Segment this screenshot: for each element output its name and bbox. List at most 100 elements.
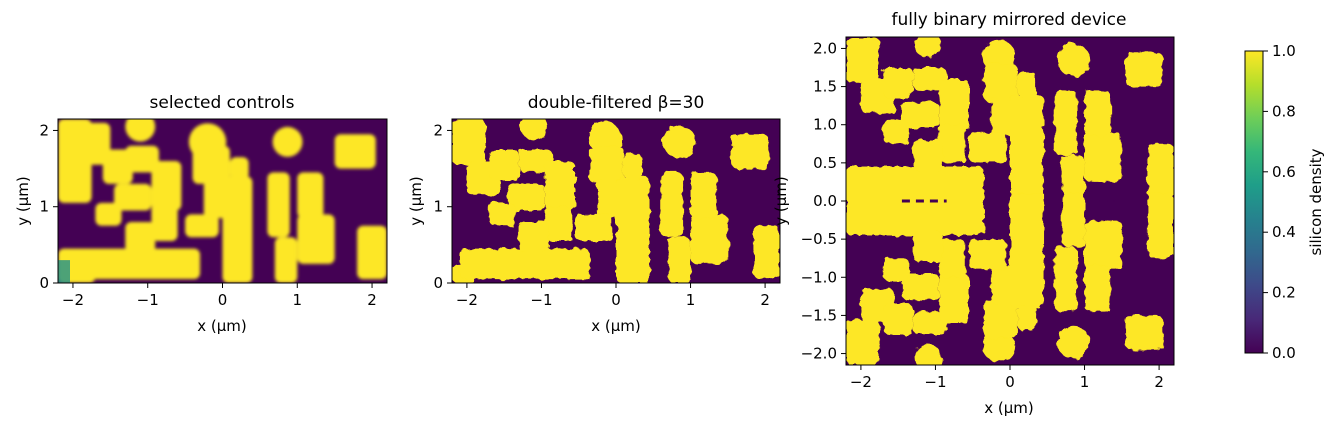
x-tick-label: 2 xyxy=(760,291,770,309)
silicon-region xyxy=(983,63,1018,102)
x-tick-label: 0 xyxy=(1005,373,1015,391)
silicon-region xyxy=(1084,265,1111,312)
density-regions xyxy=(846,37,1174,365)
silicon-region xyxy=(1062,193,1085,247)
x-axis-label: x (µm) xyxy=(197,317,247,335)
silicon-region xyxy=(267,172,290,238)
silicon-region xyxy=(151,160,182,211)
silicon-region xyxy=(95,202,122,226)
silicon-region xyxy=(1125,52,1163,87)
colorbar-tick-label: 0.6 xyxy=(1272,163,1296,181)
panel-selected-controls: selected controls x (µm) y (µm) −2 −1 0 1 2 0… xyxy=(14,93,388,335)
x-tick-label: 2 xyxy=(367,291,377,309)
silicon-region xyxy=(1054,90,1078,156)
silicon-region xyxy=(545,206,572,242)
silicon-region xyxy=(489,149,520,181)
x-tick-label: 1 xyxy=(686,291,696,309)
silicon-region xyxy=(125,145,159,173)
silicon-region xyxy=(192,145,230,184)
y-axis-label: y (µm) xyxy=(407,176,425,226)
silicon-region xyxy=(297,214,335,264)
silicon-region xyxy=(883,67,914,99)
density-regions xyxy=(58,119,387,283)
silicon-region xyxy=(489,202,516,226)
silicon-region xyxy=(1056,43,1090,77)
transition-region xyxy=(58,260,70,283)
colorbar: silicon density 0.0 0.2 0.4 0.6 0.8 1.0 xyxy=(1244,42,1325,362)
silicon-region xyxy=(662,125,696,159)
silicon-region xyxy=(1010,193,1044,308)
silicon-region xyxy=(753,225,780,280)
silicon-region xyxy=(545,160,575,211)
y-tick-label: −2.0 xyxy=(801,345,837,363)
silicon-region xyxy=(1010,94,1044,209)
silicon-region xyxy=(229,157,249,181)
silicon-region xyxy=(125,119,156,142)
silicon-region xyxy=(520,119,548,141)
x-axis-label: x (µm) xyxy=(984,399,1034,417)
silicon-region xyxy=(589,145,624,184)
silicon-region xyxy=(883,303,914,335)
x-tick-label: −2 xyxy=(62,291,84,309)
y-tick-label: −1.5 xyxy=(801,306,837,324)
silicon-region xyxy=(1147,193,1174,259)
silicon-region xyxy=(883,120,910,144)
silicon-region xyxy=(58,248,201,280)
silicon-region xyxy=(519,221,549,253)
silicon-region xyxy=(1056,325,1090,359)
silicon-region xyxy=(913,311,947,335)
colorbar-label: silicon density xyxy=(1307,148,1325,255)
silicon-region xyxy=(616,176,650,283)
silicon-region xyxy=(507,183,546,211)
silicon-region xyxy=(939,124,966,163)
y-tick-label: 0.5 xyxy=(813,154,837,172)
silicon-region xyxy=(1084,90,1111,137)
colorbar-gradient xyxy=(1244,50,1264,354)
y-tick-label: 1.0 xyxy=(813,116,837,134)
y-axis-label: y (µm) xyxy=(772,176,790,226)
silicon-region xyxy=(883,258,910,282)
panel-title: selected controls xyxy=(150,93,295,113)
colorbar-tick-label: 0.2 xyxy=(1272,284,1296,302)
silicon-region xyxy=(575,214,613,242)
y-tick-label: 1 xyxy=(39,198,49,216)
x-axis-label: x (µm) xyxy=(591,317,641,335)
silicon-region xyxy=(914,37,942,59)
silicon-region xyxy=(690,172,717,219)
y-tick-label: 1 xyxy=(433,198,443,216)
silicon-region xyxy=(58,122,111,165)
x-tick-label: −1 xyxy=(924,373,946,391)
x-tick-label: 1 xyxy=(292,291,302,309)
silicon-region xyxy=(185,214,219,238)
colorbar-tick-label: 0.8 xyxy=(1272,102,1296,120)
y-axis-label: y (µm) xyxy=(14,176,32,226)
silicon-region xyxy=(969,239,1007,270)
silicon-region xyxy=(1054,246,1078,312)
x-tick-label: 0 xyxy=(611,291,621,309)
colorbar-tick-label: 0.4 xyxy=(1272,223,1296,241)
silicon-region xyxy=(914,343,942,365)
panel-title: fully binary mirrored device xyxy=(892,10,1127,30)
silicon-region xyxy=(623,153,643,181)
silicon-region xyxy=(1017,303,1037,331)
silicon-region xyxy=(357,225,387,280)
silicon-region xyxy=(983,300,1018,339)
silicon-region xyxy=(297,172,324,219)
silicon-region xyxy=(274,237,298,283)
x-tick-label: 1 xyxy=(1080,373,1090,391)
silicon-region xyxy=(452,119,486,165)
silicon-region xyxy=(846,37,880,83)
colorbar-tick-label: 0.0 xyxy=(1272,344,1296,362)
silicon-region xyxy=(660,172,684,238)
silicon-region xyxy=(939,273,969,324)
silicon-region xyxy=(913,139,943,171)
x-tick-label: 2 xyxy=(1154,373,1164,391)
silicon-region xyxy=(459,248,590,280)
y-tick-label: 0 xyxy=(39,274,49,292)
silicon-region xyxy=(846,319,880,365)
panel-fully-binary-mirrored: fully binary mirrored device x (µm) y (µ… xyxy=(772,10,1175,417)
silicon-region xyxy=(334,134,376,169)
silicon-region xyxy=(939,239,966,278)
y-tick-label: 1.5 xyxy=(813,78,837,96)
